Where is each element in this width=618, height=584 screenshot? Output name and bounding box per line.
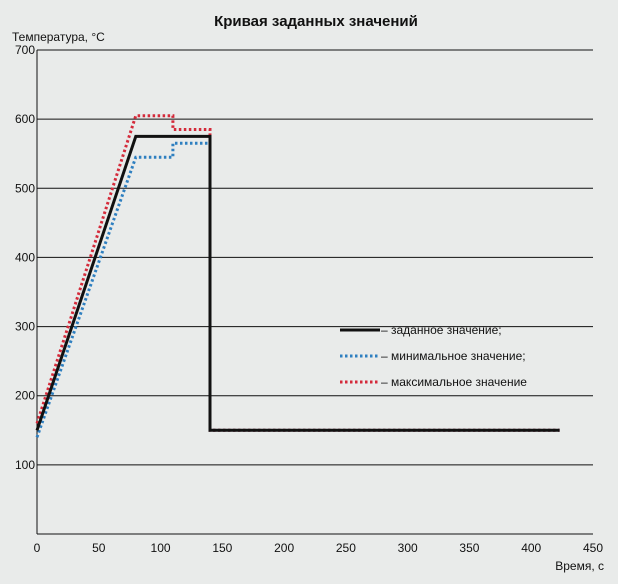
axes [36, 50, 593, 535]
y-tick-label: 300 [15, 320, 35, 334]
x-tick-label: 50 [92, 541, 106, 555]
x-tick-label: 100 [151, 541, 171, 555]
x-tick-label: 200 [274, 541, 294, 555]
x-tick-label: 400 [521, 541, 541, 555]
series-line [35, 134, 560, 432]
chart-title: Кривая заданных значений [214, 13, 418, 30]
tick-labels: 100 200 300 400 500 600 700 0 50 100 150 200 250 300 3… [15, 43, 603, 555]
y-tick-label: 700 [15, 43, 35, 57]
legend-label: – заданное значение; [381, 323, 502, 337]
series-line [35, 141, 560, 438]
y-tick-label: 400 [15, 250, 35, 264]
legend-label: – минимальное значение; [381, 349, 526, 363]
x-tick-label: 300 [398, 541, 418, 555]
legend-label: – максимальное значение [381, 375, 527, 389]
x-tick-label: 250 [336, 541, 356, 555]
x-axis-label: Время, с [555, 559, 604, 573]
legend: – заданное значение; – минимальное значен… [340, 323, 527, 389]
y-tick-label: 500 [15, 181, 35, 195]
y-tick-label: 600 [15, 112, 35, 126]
x-tick-label: 450 [583, 541, 603, 555]
x-tick-label: 350 [459, 541, 479, 555]
x-tick-label: 150 [212, 541, 232, 555]
y-tick-label: 200 [15, 389, 35, 403]
y-axis-label: Температура, °С [12, 30, 105, 44]
series-lines [35, 114, 560, 438]
y-tick-label: 100 [15, 458, 35, 472]
x-tick-label: 0 [34, 541, 41, 555]
gridlines [37, 49, 593, 466]
